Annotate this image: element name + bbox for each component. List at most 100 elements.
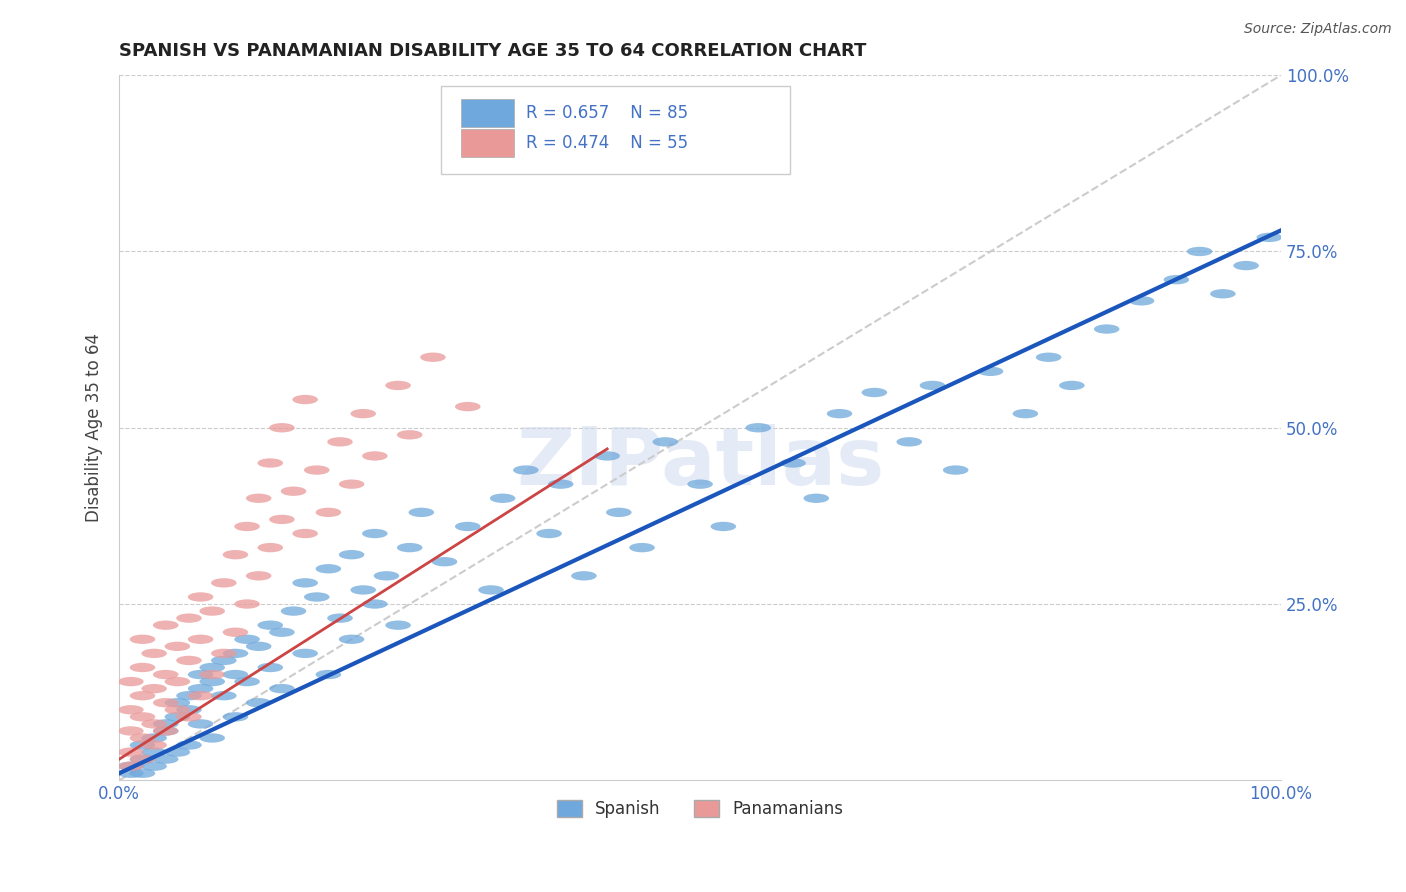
Ellipse shape — [165, 677, 190, 686]
Ellipse shape — [165, 705, 190, 714]
Ellipse shape — [571, 571, 596, 581]
Ellipse shape — [420, 352, 446, 362]
Ellipse shape — [456, 522, 481, 531]
Ellipse shape — [246, 493, 271, 503]
Legend: Spanish, Panamanians: Spanish, Panamanians — [550, 793, 851, 825]
Ellipse shape — [292, 578, 318, 588]
Ellipse shape — [235, 677, 260, 686]
Ellipse shape — [142, 762, 167, 771]
Ellipse shape — [235, 634, 260, 644]
Ellipse shape — [211, 691, 236, 700]
Text: Source: ZipAtlas.com: Source: ZipAtlas.com — [1244, 22, 1392, 37]
Ellipse shape — [129, 634, 155, 644]
Ellipse shape — [350, 585, 375, 595]
Ellipse shape — [142, 719, 167, 729]
Ellipse shape — [1059, 381, 1084, 390]
Ellipse shape — [862, 388, 887, 397]
Ellipse shape — [363, 599, 388, 608]
Ellipse shape — [304, 466, 329, 475]
Ellipse shape — [1233, 260, 1258, 270]
Ellipse shape — [1094, 325, 1119, 334]
Ellipse shape — [246, 698, 271, 707]
Ellipse shape — [129, 755, 155, 764]
Ellipse shape — [606, 508, 631, 517]
Ellipse shape — [257, 458, 283, 467]
Ellipse shape — [339, 480, 364, 489]
Ellipse shape — [396, 543, 422, 552]
Ellipse shape — [176, 656, 201, 665]
Ellipse shape — [176, 691, 201, 700]
Ellipse shape — [374, 571, 399, 581]
Ellipse shape — [363, 451, 388, 460]
Ellipse shape — [304, 592, 329, 602]
Ellipse shape — [222, 628, 249, 637]
Ellipse shape — [118, 705, 143, 714]
Ellipse shape — [129, 663, 155, 673]
Ellipse shape — [1012, 409, 1038, 418]
Ellipse shape — [200, 663, 225, 673]
Ellipse shape — [176, 614, 201, 623]
Ellipse shape — [1211, 289, 1236, 299]
Ellipse shape — [246, 641, 271, 651]
Ellipse shape — [142, 747, 167, 756]
Ellipse shape — [328, 614, 353, 623]
Ellipse shape — [188, 691, 214, 700]
Ellipse shape — [118, 762, 143, 771]
Ellipse shape — [1257, 233, 1282, 242]
Ellipse shape — [176, 712, 201, 722]
Ellipse shape — [257, 543, 283, 552]
Ellipse shape — [269, 684, 295, 693]
Ellipse shape — [153, 698, 179, 707]
Ellipse shape — [478, 585, 503, 595]
Ellipse shape — [269, 423, 295, 433]
Ellipse shape — [188, 670, 214, 679]
Ellipse shape — [363, 529, 388, 538]
FancyBboxPatch shape — [461, 99, 515, 127]
Ellipse shape — [827, 409, 852, 418]
Ellipse shape — [118, 769, 143, 778]
Ellipse shape — [188, 634, 214, 644]
Ellipse shape — [292, 395, 318, 404]
Ellipse shape — [153, 755, 179, 764]
Ellipse shape — [211, 648, 236, 658]
Ellipse shape — [652, 437, 678, 447]
Ellipse shape — [142, 684, 167, 693]
Ellipse shape — [920, 381, 945, 390]
Ellipse shape — [745, 423, 770, 433]
Ellipse shape — [222, 670, 249, 679]
Ellipse shape — [211, 656, 236, 665]
Ellipse shape — [176, 740, 201, 750]
Ellipse shape — [153, 719, 179, 729]
Ellipse shape — [269, 515, 295, 524]
Ellipse shape — [200, 677, 225, 686]
Ellipse shape — [281, 486, 307, 496]
Ellipse shape — [165, 698, 190, 707]
Ellipse shape — [513, 466, 538, 475]
Ellipse shape — [118, 747, 143, 756]
Ellipse shape — [200, 733, 225, 743]
Ellipse shape — [153, 726, 179, 736]
Ellipse shape — [129, 740, 155, 750]
Ellipse shape — [385, 381, 411, 390]
Ellipse shape — [1164, 275, 1189, 285]
Ellipse shape — [536, 529, 562, 538]
FancyBboxPatch shape — [461, 129, 515, 157]
Ellipse shape — [257, 663, 283, 673]
Ellipse shape — [188, 684, 214, 693]
Ellipse shape — [118, 677, 143, 686]
Ellipse shape — [688, 480, 713, 489]
Text: SPANISH VS PANAMANIAN DISABILITY AGE 35 TO 64 CORRELATION CHART: SPANISH VS PANAMANIAN DISABILITY AGE 35 … — [120, 42, 866, 60]
Ellipse shape — [595, 451, 620, 460]
Ellipse shape — [129, 769, 155, 778]
Ellipse shape — [211, 578, 236, 588]
Ellipse shape — [129, 691, 155, 700]
Ellipse shape — [385, 621, 411, 630]
Ellipse shape — [235, 522, 260, 531]
Ellipse shape — [129, 712, 155, 722]
Ellipse shape — [165, 712, 190, 722]
Ellipse shape — [200, 670, 225, 679]
Ellipse shape — [153, 621, 179, 630]
Ellipse shape — [118, 726, 143, 736]
Text: R = 0.474    N = 55: R = 0.474 N = 55 — [526, 134, 688, 152]
Ellipse shape — [396, 430, 422, 440]
